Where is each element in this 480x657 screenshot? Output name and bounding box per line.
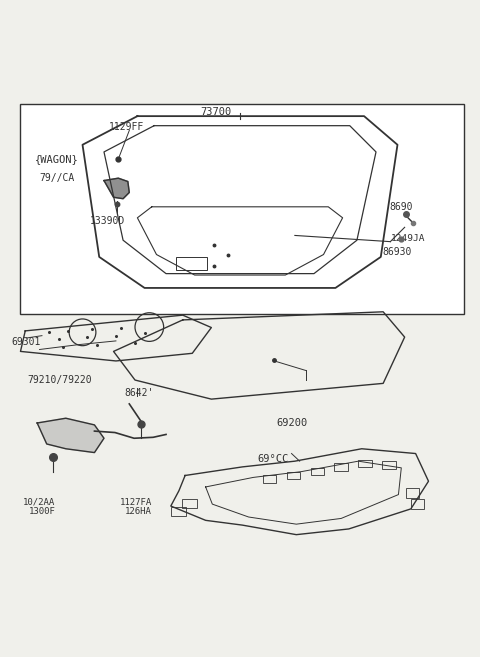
Bar	[263, 476, 276, 483]
Text: {WAGON}: {WAGON}	[35, 154, 79, 164]
Bar	[359, 460, 372, 467]
FancyBboxPatch shape	[21, 104, 464, 314]
Text: 13390D: 13390D	[90, 216, 125, 227]
Text: 8642': 8642'	[124, 388, 154, 398]
Text: 86930: 86930	[382, 248, 411, 258]
Bar	[406, 488, 420, 498]
Text: 69°CC: 69°CC	[258, 453, 289, 464]
Text: 1249JA: 1249JA	[390, 234, 425, 243]
Polygon shape	[37, 419, 104, 453]
Bar	[171, 507, 186, 516]
Text: 79210/79220: 79210/79220	[28, 375, 92, 385]
Text: 69200: 69200	[276, 419, 307, 428]
Text: 1127FA: 1127FA	[120, 498, 152, 507]
Bar	[382, 461, 396, 469]
Bar	[287, 472, 300, 480]
Text: 126HA: 126HA	[124, 507, 151, 516]
Bar	[411, 499, 424, 509]
Text: 8690: 8690	[389, 202, 412, 212]
Text: 69301: 69301	[11, 337, 40, 347]
Text: 79//CA: 79//CA	[39, 173, 75, 183]
Bar	[311, 468, 324, 476]
Text: 73700: 73700	[201, 106, 232, 116]
Polygon shape	[104, 178, 129, 198]
Bar	[176, 257, 206, 270]
Text: 1300F: 1300F	[29, 507, 56, 516]
Text: 10/2AA: 10/2AA	[23, 498, 55, 507]
Text: 1129FF: 1129FF	[109, 122, 144, 132]
Bar	[182, 499, 197, 508]
Bar	[335, 463, 348, 470]
